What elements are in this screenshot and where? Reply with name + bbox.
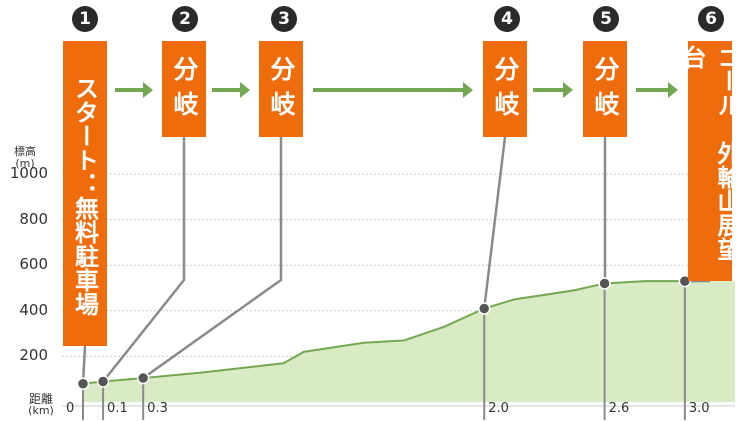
y-axis-unit: (m) <box>15 157 35 170</box>
route-arrow-head <box>240 82 250 98</box>
x-tick-label: 3.0 <box>688 401 710 416</box>
route-arrow-head <box>668 82 678 98</box>
route-arrow-head <box>463 82 473 98</box>
elevation-line <box>82 280 685 385</box>
x-axis-title-text: 距離 <box>28 392 53 406</box>
y-tick-label: 800 <box>19 209 48 228</box>
y-axis-title: 標高 (m) <box>10 146 40 170</box>
x-axis-title: 距離 (km) <box>24 393 58 417</box>
waypoint-number-badge: 3 <box>271 6 297 32</box>
route-arrow-head <box>143 82 153 98</box>
x-tick-label: 2.0 <box>488 401 509 416</box>
y-tick-label: 400 <box>19 300 48 319</box>
y-tick-label: 600 <box>19 255 48 274</box>
waypoint-number-badge: 1 <box>72 6 98 32</box>
waypoint-number-badge: 2 <box>172 6 198 32</box>
waypoint-label: 分岐 <box>483 41 527 137</box>
waypoint-number-badge: 4 <box>494 6 520 32</box>
waypoint-number-badge: 6 <box>698 6 724 32</box>
waypoint-label: スタート：無料駐車場 <box>63 41 107 346</box>
leader-line <box>102 137 186 383</box>
leader-line <box>142 137 283 380</box>
waypoint-number-badge: 5 <box>593 6 619 32</box>
waypoint-label: 分岐 <box>162 41 206 137</box>
x-tick-label: 2.6 <box>608 401 630 416</box>
waypoint-label: 分岐 <box>583 41 627 137</box>
waypoint-dot <box>598 277 611 290</box>
waypoint-dot <box>96 375 110 388</box>
y-axis-title-text: 標高 <box>14 145 36 158</box>
x-tick-label: 0.1 <box>107 401 128 416</box>
waypoint-label: ゴール：外輪山展望台 <box>678 41 741 281</box>
x-axis-unit: (km) <box>28 404 54 417</box>
x-tick-label: 0 <box>66 401 75 416</box>
x-tick-label: 0.3 <box>147 401 168 416</box>
elevation-area <box>83 281 735 402</box>
waypoint-label: 分岐 <box>259 41 303 137</box>
leader-line <box>482 136 507 309</box>
waypoint-dot <box>477 302 491 315</box>
y-tick-label: 200 <box>19 346 48 365</box>
y-tick-label: 1000 <box>9 164 48 182</box>
waypoint-dot <box>136 371 150 385</box>
waypoint-dot <box>678 274 692 288</box>
waypoint-dot <box>76 377 90 391</box>
route-arrow-head <box>563 82 573 98</box>
leader-line <box>81 345 87 384</box>
